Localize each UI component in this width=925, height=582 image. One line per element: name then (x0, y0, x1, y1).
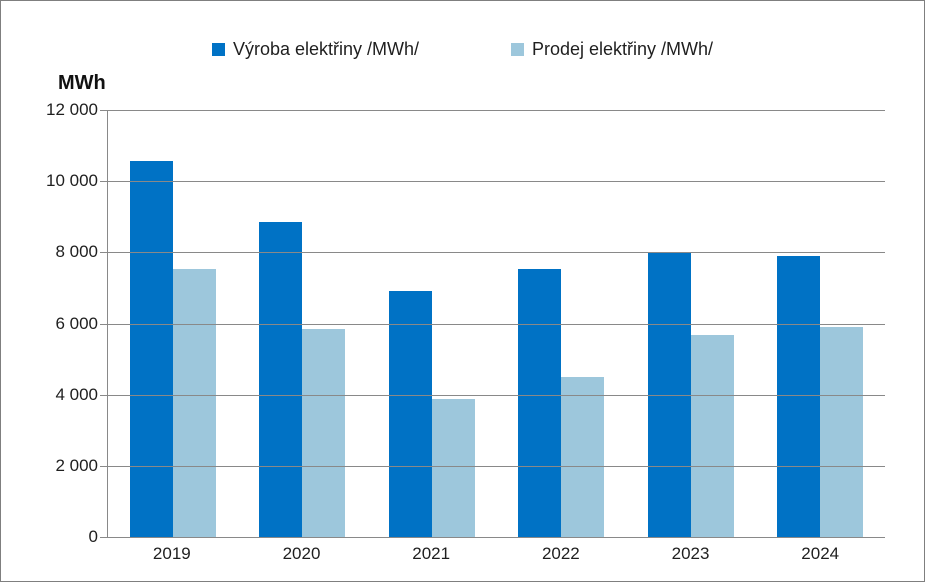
legend-swatch-vyroba-icon (211, 43, 225, 56)
legend-swatch-prodej-icon (511, 43, 524, 56)
bar-vyroba-2020 (259, 222, 303, 537)
y-axis-title: MWh (58, 72, 106, 94)
bar-group-2019 (108, 110, 238, 537)
y-tick-label-0: 0 (88, 527, 98, 546)
x-tick-label-2024: 2024 (801, 544, 840, 563)
legend-label-vyroba: Výroba elektřiny /MWh/ (232, 39, 419, 59)
bar-vyroba-2019 (129, 161, 173, 537)
bar-prodej-2022 (561, 376, 605, 537)
y-tickmark-2000 (100, 465, 108, 467)
y-tick-label-4000: 4 000 (55, 384, 98, 404)
y-tick-label-10000: 10 000 (46, 171, 98, 191)
legend-item-prodej: Prodej elektřiny /MWh/ (511, 39, 713, 60)
y-tickmark-0 (100, 537, 108, 538)
legend-item-vyroba: Výroba elektřiny /MWh/ (211, 39, 419, 60)
bar-group-2021 (367, 110, 497, 537)
legend-label-prodej: Prodej elektřiny /MWh/ (532, 39, 714, 59)
gridline-10000 (108, 181, 885, 183)
gridline-2000 (108, 465, 885, 467)
bar-group-2022 (497, 110, 627, 537)
bar-prodej-2024 (820, 327, 864, 537)
x-tick-label-2021: 2021 (412, 544, 451, 563)
bar-vyroba-2024 (777, 255, 821, 537)
gridline-8000 (108, 252, 885, 254)
legend: Výroba elektřiny /MWh/ Prodej elektřiny … (1, 39, 924, 60)
y-tickmark-8000 (100, 252, 108, 254)
y-tickmark-12000 (100, 110, 108, 111)
y-tickmark-6000 (100, 323, 108, 325)
y-tickmark-4000 (100, 394, 108, 396)
bar-prodej-2019 (172, 269, 216, 537)
x-tick-label-2020: 2020 (282, 544, 321, 563)
y-tickmark-10000 (100, 181, 108, 183)
bar-vyroba-2022 (518, 269, 562, 537)
x-axis-labels: 2019 2020 2021 2022 2023 2024 (107, 544, 885, 564)
gridline-12000 (108, 110, 885, 111)
x-tick-label-2019: 2019 (152, 544, 191, 563)
plot-area (100, 110, 886, 538)
bar-group-2024 (756, 110, 886, 537)
bar-vyroba-2021 (388, 291, 432, 537)
y-tick-label-12000: 12 000 (46, 100, 98, 119)
y-tick-label-8000: 8 000 (55, 242, 98, 262)
bar-prodej-2021 (431, 398, 475, 537)
y-tick-label-2000: 2 000 (55, 455, 98, 475)
bar-prodej-2020 (302, 328, 346, 537)
gridline-0 (108, 537, 885, 538)
gridline-4000 (108, 394, 885, 396)
y-tick-label-6000: 6 000 (55, 313, 98, 333)
gridline-6000 (108, 323, 885, 325)
x-tick-label-2022: 2022 (541, 544, 580, 563)
bar-group-2020 (238, 110, 368, 537)
y-axis-labels: 0 2 000 4 000 6 000 8 000 10 000 12 000 (1, 100, 98, 546)
bar-prodej-2023 (690, 334, 734, 537)
x-tick-label-2023: 2023 (671, 544, 710, 563)
